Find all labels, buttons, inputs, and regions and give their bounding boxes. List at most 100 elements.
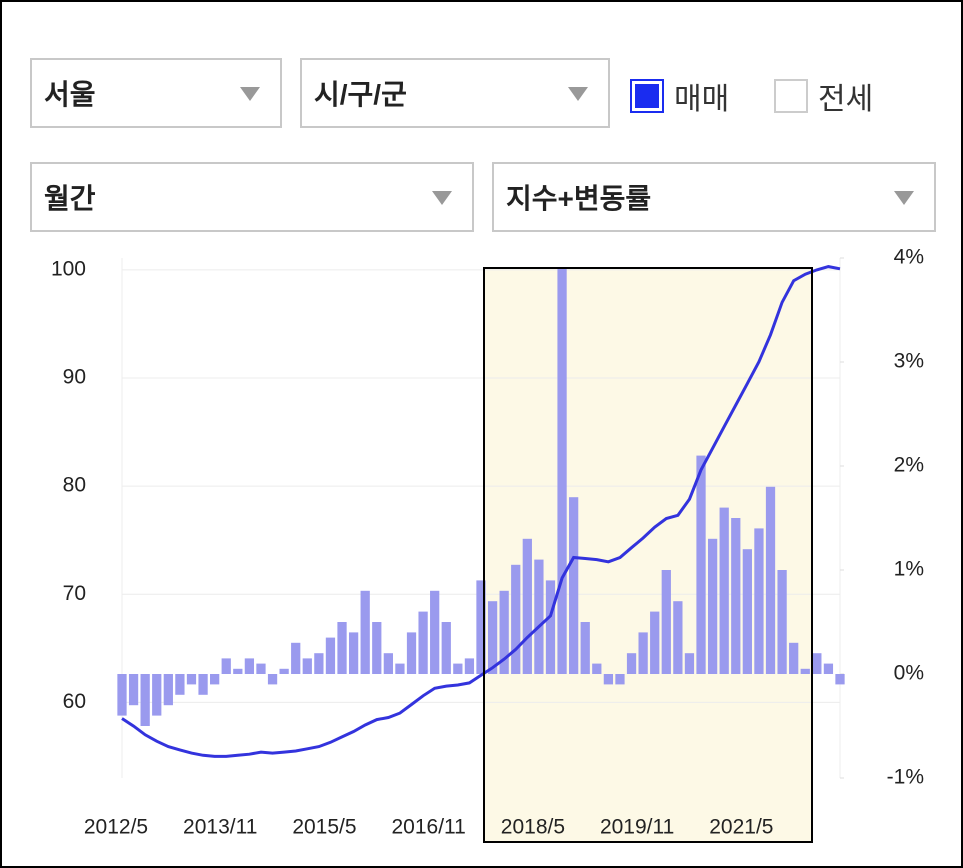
bar — [742, 549, 752, 674]
y2-tick-label: 1% — [894, 558, 924, 581]
bar — [418, 611, 428, 674]
x-tick-label: 2015/5 — [292, 816, 356, 839]
bar — [256, 663, 266, 674]
bar — [812, 653, 822, 674]
bar — [244, 658, 255, 674]
y-tick-label: 80 — [63, 474, 86, 497]
bar — [186, 674, 197, 685]
district-value: 시/구/군 — [314, 79, 407, 110]
bar — [511, 564, 521, 674]
bar — [140, 674, 150, 726]
bar — [210, 674, 220, 685]
bar — [731, 518, 741, 674]
bar — [707, 538, 718, 674]
bar — [302, 658, 312, 674]
region-value: 서울 — [44, 79, 96, 110]
dropdown-arrow — [240, 87, 260, 101]
x-tick-label: 2019/11 — [600, 816, 674, 839]
bar — [360, 590, 370, 674]
index-line — [121, 265, 841, 758]
bar — [372, 622, 382, 674]
period-value: 월간 — [44, 183, 96, 214]
bar — [291, 642, 301, 674]
bar — [789, 642, 799, 674]
highlight-frame — [483, 267, 813, 843]
bar — [221, 658, 231, 674]
bar — [638, 632, 648, 674]
y2-tick-label: 3% — [894, 350, 924, 373]
bar — [406, 632, 417, 674]
bar — [765, 486, 776, 674]
bar — [233, 668, 243, 674]
bar — [719, 507, 729, 674]
bar — [279, 668, 289, 674]
bar — [545, 580, 556, 674]
bar — [684, 653, 695, 674]
bar — [592, 663, 602, 674]
y-tick-label: 70 — [63, 582, 86, 605]
bar — [534, 559, 544, 674]
x-tick-label: 2018/5 — [501, 816, 565, 839]
bar — [522, 538, 532, 674]
bar — [615, 674, 625, 685]
bar — [395, 663, 405, 674]
x-tick-label: 2012/5 — [84, 816, 148, 839]
y-tick-label: 100 — [51, 257, 86, 280]
bar — [163, 674, 173, 706]
bar — [175, 674, 185, 695]
bar — [430, 590, 440, 674]
bar — [835, 674, 845, 685]
bar — [314, 653, 324, 674]
bar — [754, 528, 764, 674]
jeonse-checkbox[interactable]: 전세 — [774, 74, 873, 118]
bar — [626, 653, 637, 674]
y2-tick-label: -1% — [887, 766, 924, 789]
bar — [823, 663, 834, 674]
bar — [800, 668, 810, 674]
bar — [128, 674, 139, 706]
mode-value: 지수+변동률 — [506, 183, 652, 214]
period-select[interactable]: 월간 — [30, 162, 474, 232]
bar — [557, 268, 567, 674]
bar — [476, 580, 486, 674]
y-tick-label: 60 — [63, 690, 86, 713]
bar — [152, 674, 162, 716]
mode-select[interactable]: 지수+변동률 — [492, 162, 936, 232]
bar — [580, 622, 590, 674]
bar — [696, 455, 706, 674]
bar — [383, 653, 393, 674]
x-tick-label: 2013/11 — [183, 816, 257, 839]
bar — [117, 674, 127, 716]
bar — [650, 611, 660, 674]
y2-tick-label: 2% — [894, 454, 924, 477]
y2-tick-label: 4% — [894, 246, 924, 269]
bar — [337, 622, 347, 674]
bar — [603, 674, 614, 685]
bar — [198, 674, 208, 695]
bar — [661, 570, 671, 674]
region-select[interactable]: 서울 — [30, 58, 282, 128]
bar — [499, 590, 509, 674]
bar — [267, 674, 278, 685]
sale-label: 매매 — [674, 83, 730, 116]
bar — [325, 637, 336, 674]
y-tick-label: 90 — [63, 366, 86, 389]
jeonse-label: 전세 — [818, 83, 874, 116]
x-tick-label: 2021/5 — [709, 816, 773, 839]
bar — [569, 497, 579, 674]
x-tick-label: 2016/11 — [391, 816, 465, 839]
bar — [441, 622, 451, 674]
dropdown-arrow — [894, 191, 914, 205]
bar — [777, 570, 787, 674]
y2-tick-label: 0% — [894, 662, 924, 685]
bar — [464, 658, 475, 674]
checkbox-box — [630, 79, 664, 113]
bar — [673, 601, 683, 674]
district-select[interactable]: 시/구/군 — [300, 58, 610, 128]
bar — [487, 601, 498, 674]
bar — [453, 663, 463, 674]
checkbox-box — [774, 79, 808, 113]
sale-checkbox[interactable]: 매매 — [630, 74, 729, 118]
